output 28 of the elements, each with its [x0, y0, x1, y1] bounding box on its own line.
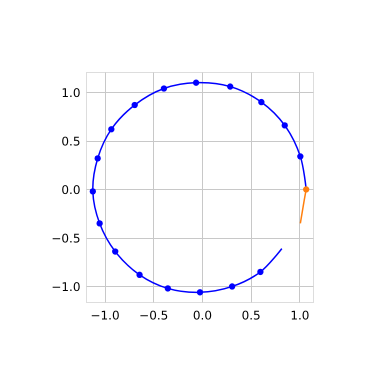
point	[258, 98, 265, 106]
point	[227, 83, 234, 90]
x-tick-label: 1.0	[290, 308, 310, 322]
point	[96, 220, 103, 227]
point	[132, 102, 138, 108]
point	[228, 283, 236, 290]
x-tick-label: −0.5	[139, 308, 168, 322]
y-tick-label: 1.0	[61, 86, 80, 100]
point	[112, 248, 118, 255]
point	[94, 155, 101, 162]
point	[303, 186, 310, 193]
point	[108, 126, 114, 132]
point	[136, 272, 143, 278]
point	[90, 188, 96, 195]
y-tick-label: −0.5	[51, 231, 80, 246]
y-tick-label: 0.5	[61, 134, 80, 148]
y-tick-label: 0.0	[61, 182, 80, 197]
point	[282, 122, 288, 129]
point	[257, 268, 264, 276]
y-tick-label: −1.0	[51, 280, 80, 294]
point	[297, 153, 304, 160]
x-tick-label: 0.0	[192, 308, 212, 322]
x-tick-label: −1.0	[90, 308, 120, 322]
point	[160, 85, 168, 92]
point	[192, 80, 200, 86]
point	[196, 289, 204, 296]
x-tick-label: 0.5	[242, 308, 261, 322]
point	[164, 285, 171, 292]
